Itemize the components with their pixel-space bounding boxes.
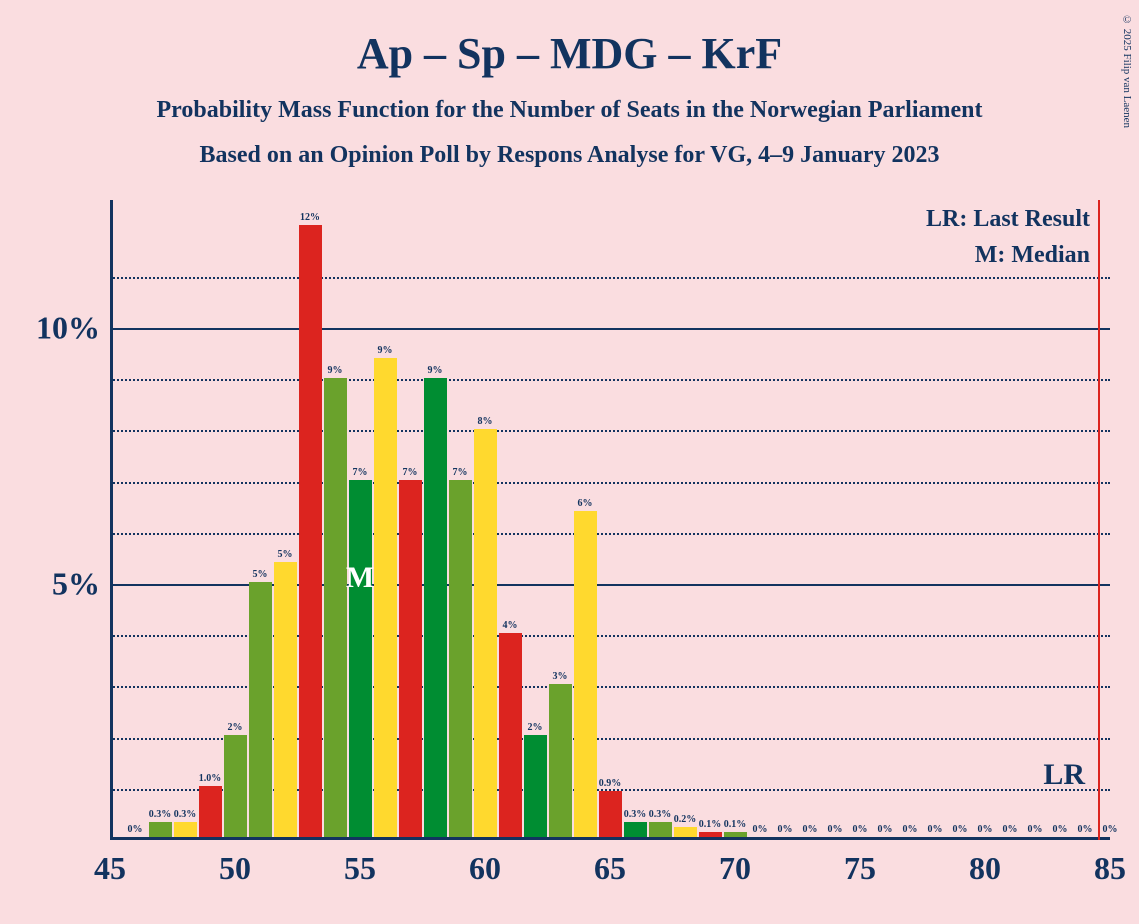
legend-last-result: LR: Last Result: [926, 206, 1090, 233]
bar-value-label: 9%: [378, 345, 393, 356]
bar-value-label: 9%: [428, 365, 443, 376]
x-tick-label: 60: [469, 850, 501, 887]
bar-value-label: 0%: [778, 824, 793, 835]
x-tick-label: 75: [844, 850, 876, 887]
plot-area: 5%10%4550556065707580850%0.3%0.3%1.0%2%5…: [110, 200, 1110, 840]
bar-value-label: 0%: [828, 824, 843, 835]
bar-value-label: 12%: [300, 212, 320, 223]
bar-value-label: 0%: [903, 824, 918, 835]
bar: [674, 827, 697, 837]
credit-text: © 2025 Filip van Laenen: [1121, 14, 1133, 128]
bar-value-label: 2%: [528, 722, 543, 733]
bar: [649, 822, 672, 837]
chart-subtitle-2: Based on an Opinion Poll by Respons Anal…: [0, 124, 1139, 169]
bar-value-label: 5%: [253, 569, 268, 580]
bar-value-label: 7%: [403, 467, 418, 478]
bar-value-label: 0.9%: [599, 778, 622, 789]
bar-value-label: 8%: [478, 416, 493, 427]
x-tick-label: 65: [594, 850, 626, 887]
bar: [249, 582, 272, 837]
bar-value-label: 0.2%: [674, 814, 697, 825]
bar-value-label: 0%: [928, 824, 943, 835]
bar-value-label: 0%: [803, 824, 818, 835]
bar: [699, 832, 722, 837]
x-tick-label: 85: [1094, 850, 1126, 887]
bar: [599, 791, 622, 837]
chart-title: Ap – Sp – MDG – KrF: [0, 0, 1139, 79]
bar: [624, 822, 647, 837]
bar: [499, 633, 522, 837]
bar-value-label: 9%: [328, 365, 343, 376]
bar-value-label: 0.1%: [724, 819, 747, 830]
bar-value-label: 0.3%: [149, 809, 172, 820]
gridline-minor: [110, 482, 1110, 484]
bar-value-label: 1.0%: [199, 773, 222, 784]
bar: [449, 480, 472, 837]
chart-subtitle-1: Probability Mass Function for the Number…: [0, 79, 1139, 124]
bar-value-label: 0%: [953, 824, 968, 835]
bar-value-label: 0%: [1053, 824, 1068, 835]
bar-value-label: 0.3%: [649, 809, 672, 820]
bar-value-label: 0%: [1078, 824, 1093, 835]
gridline-minor: [110, 277, 1110, 279]
gridline-minor: [110, 533, 1110, 535]
bar-value-label: 7%: [353, 467, 368, 478]
bar: [299, 225, 322, 837]
bar-value-label: 0%: [753, 824, 768, 835]
bar-value-label: 0%: [128, 824, 143, 835]
bar: [724, 832, 747, 837]
pmf-chart: 5%10%4550556065707580850%0.3%0.3%1.0%2%5…: [110, 200, 1110, 840]
bar-value-label: 0%: [853, 824, 868, 835]
bar: [349, 480, 372, 837]
gridline-minor: [110, 430, 1110, 432]
bar: [574, 511, 597, 837]
bar-value-label: 4%: [503, 620, 518, 631]
bar-value-label: 7%: [453, 467, 468, 478]
bar: [399, 480, 422, 837]
bar: [524, 735, 547, 837]
bar-value-label: 0%: [1103, 824, 1118, 835]
bar-value-label: 0%: [1028, 824, 1043, 835]
bar: [374, 358, 397, 837]
y-tick-label: 10%: [36, 310, 100, 347]
bar-value-label: 0%: [978, 824, 993, 835]
x-axis: [110, 837, 1110, 840]
bar: [324, 378, 347, 837]
bar-value-label: 3%: [553, 671, 568, 682]
y-tick-label: 5%: [52, 566, 100, 603]
gridline-major: [110, 328, 1110, 330]
bar-value-label: 0.3%: [624, 809, 647, 820]
bar-value-label: 5%: [278, 549, 293, 560]
bar-value-label: 6%: [578, 498, 593, 509]
x-tick-label: 50: [219, 850, 251, 887]
bar: [199, 786, 222, 837]
bar-value-label: 0%: [1003, 824, 1018, 835]
x-tick-label: 45: [94, 850, 126, 887]
legend-median: M: Median: [975, 242, 1090, 269]
lr-axis-label: LR: [1043, 758, 1085, 792]
bar-value-label: 0.1%: [699, 819, 722, 830]
x-tick-label: 55: [344, 850, 376, 887]
bar: [274, 562, 297, 837]
x-tick-label: 70: [719, 850, 751, 887]
x-tick-label: 80: [969, 850, 1001, 887]
bar: [174, 822, 197, 837]
median-marker: M: [346, 561, 374, 595]
bar: [549, 684, 572, 837]
gridline-minor: [110, 379, 1110, 381]
last-result-line: [1098, 200, 1100, 840]
bar-value-label: 2%: [228, 722, 243, 733]
bar: [224, 735, 247, 837]
bar: [149, 822, 172, 837]
y-axis: [110, 200, 113, 840]
bar: [424, 378, 447, 837]
bar-value-label: 0.3%: [174, 809, 197, 820]
bar: [474, 429, 497, 837]
bar-value-label: 0%: [878, 824, 893, 835]
